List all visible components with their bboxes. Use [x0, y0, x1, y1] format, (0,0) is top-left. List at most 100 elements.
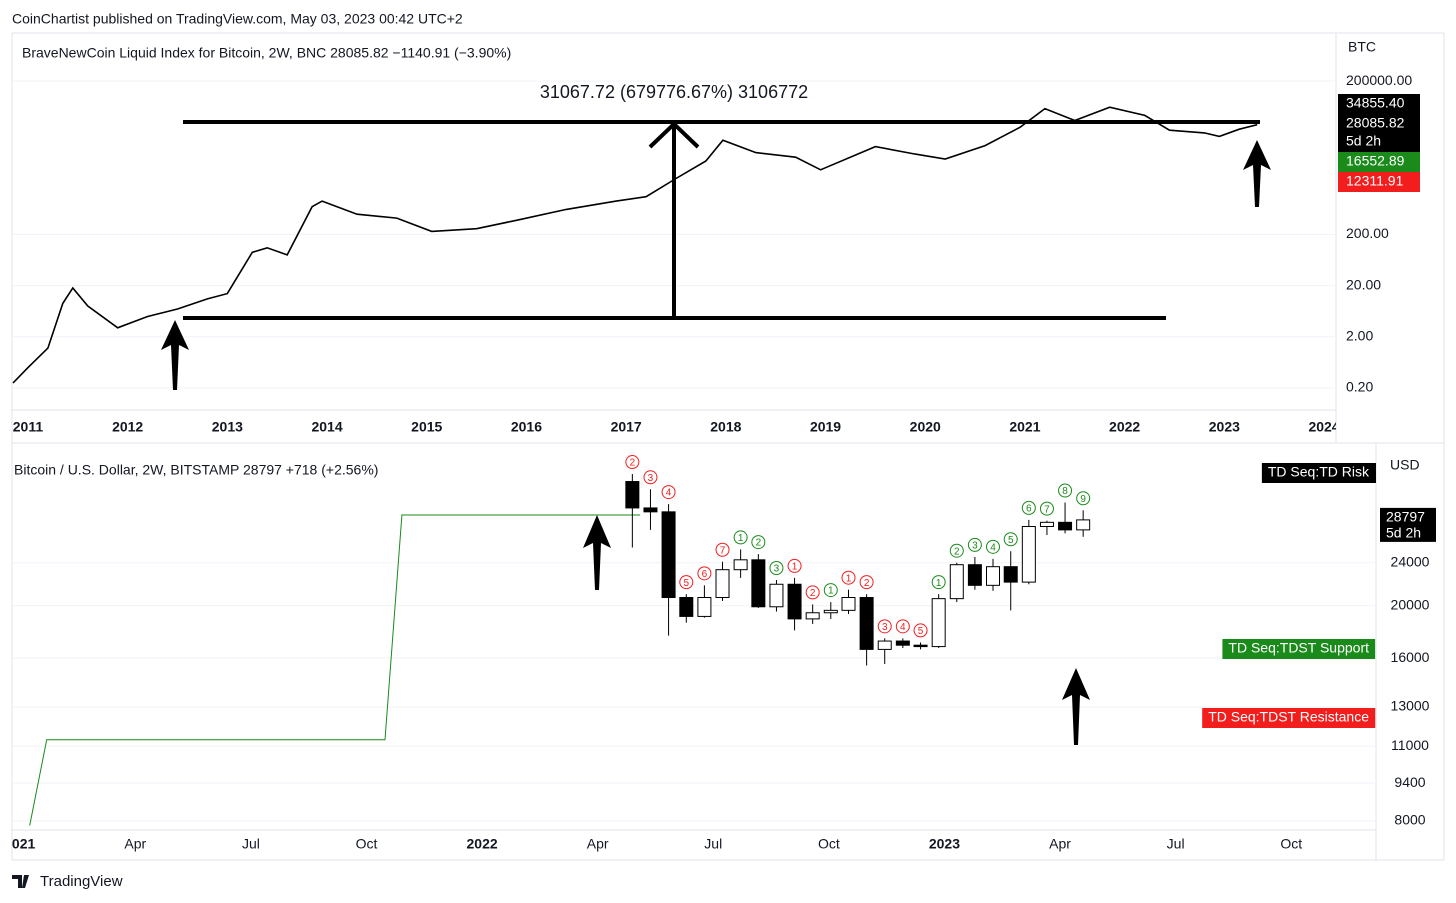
top-axis: 0.20 2.00 20.00 200.00 200000.00 2011 2012 2013… [13, 39, 1420, 435]
x-tick-label: 2023 [929, 836, 960, 852]
price-label: 28797 [1386, 509, 1425, 525]
td-count-circle [787, 558, 802, 573]
td-count-circle [913, 623, 928, 638]
x-tick-label: 2011 [13, 419, 44, 435]
x-tick-label: 2018 [710, 419, 741, 435]
x-tick-label: Oct [1280, 836, 1302, 852]
td-count: 1 [738, 533, 744, 544]
price-label: 16552.89 [1346, 153, 1405, 169]
y-tick-label: 24000 [1391, 553, 1430, 569]
brand-text: TradingView [40, 873, 123, 890]
td-count-circle [1039, 501, 1054, 516]
measure-tool [183, 120, 1260, 320]
x-tick-label: Oct [356, 836, 378, 852]
x-tick-label: Apr [1049, 836, 1071, 852]
y-tick-label: 8000 [1394, 812, 1425, 828]
candle-body [967, 564, 982, 586]
candle-body [679, 597, 694, 617]
indicator-label: TD Seq:TDST Support [1228, 640, 1369, 656]
x-tick-label: Apr [587, 836, 609, 852]
td-count: 2 [954, 546, 960, 557]
x-tick-label: Apr [124, 836, 146, 852]
td-count-circle [841, 570, 856, 585]
candle-body [751, 559, 766, 608]
td-count: 6 [1026, 504, 1032, 515]
td-count-circle [715, 542, 730, 557]
price-label-box [1380, 507, 1436, 542]
td-count: 1 [828, 586, 834, 597]
x-tick-label: Jul [242, 836, 260, 852]
x-tick-label: 2017 [611, 419, 642, 435]
x-tick-label: 2023 [1209, 419, 1240, 435]
td-count: 3 [882, 622, 888, 633]
candle-body [643, 507, 658, 513]
x-tick-label: 2022 [467, 836, 498, 852]
price-label: 34855.40 [1346, 95, 1405, 111]
x-tick-label: 2022 [1109, 419, 1140, 435]
x-tick-label: Oct [818, 836, 840, 852]
x-tick-label: 2019 [810, 419, 841, 435]
candle-body [986, 566, 1001, 586]
td-count: 4 [900, 622, 906, 633]
td-count-circle [859, 575, 874, 590]
price-label-box [1338, 114, 1420, 152]
td-count: 5 [918, 626, 924, 637]
candle-body [1039, 521, 1054, 527]
candle-body [877, 640, 892, 650]
td-count-circle [625, 455, 640, 470]
td-count-circle [1076, 491, 1091, 506]
td-count: 2 [810, 588, 816, 599]
candle-body [841, 597, 856, 611]
td-count-circle [949, 543, 964, 558]
td-count: 1 [846, 573, 852, 584]
td-count: 7 [1044, 504, 1050, 515]
candle-body [913, 644, 928, 648]
price-line [12, 106, 1258, 384]
y-tick-label: 0.20 [1346, 379, 1373, 395]
x-tick-label: 2015 [411, 419, 442, 435]
td-count-circle [1003, 532, 1018, 547]
bottom-pane: Bitcoin / U.S. Dollar, 2W, BITSTAMP 2879… [12, 455, 1376, 826]
candle-body [1058, 521, 1073, 531]
td-count: 3 [972, 541, 978, 552]
indicator-label: TD Seq:TDST Resistance [1208, 709, 1369, 725]
candle-body [823, 609, 838, 614]
td-count: 1 [936, 578, 942, 589]
x-tick-label: 2012 [112, 419, 143, 435]
td-count: 9 [1080, 494, 1086, 505]
td-count-circle [769, 561, 784, 576]
candle-body [859, 597, 874, 650]
indicator-label: TD Seq:TD Risk [1268, 464, 1370, 480]
x-tick-label: 2013 [212, 419, 243, 435]
td-count: 2 [630, 458, 636, 469]
td-count: 6 [702, 569, 708, 580]
y-tick-label: 16000 [1391, 649, 1430, 665]
td-count-circle [967, 537, 982, 552]
candle-body [715, 569, 730, 599]
candle-body [625, 481, 640, 509]
td-count-circle [895, 619, 910, 634]
candle-body [697, 597, 712, 617]
td-count-circle [697, 566, 712, 581]
td-count: 4 [666, 488, 672, 499]
td-count: 3 [774, 564, 780, 575]
price-label-sub: 5d 2h [1346, 133, 1381, 149]
brand: TradingView [12, 873, 123, 890]
td-count: 2 [864, 578, 870, 589]
candle-body [1021, 525, 1036, 583]
chart-title: Bitcoin / U.S. Dollar, 2W, BITSTAMP 2879… [14, 462, 378, 478]
y-tick-label: 20000 [1391, 596, 1430, 612]
candle-body [949, 564, 964, 600]
td-count-circle [986, 539, 1001, 554]
td-count: 7 [720, 545, 726, 556]
arrows [161, 140, 1271, 745]
y-axis-label: BTC [1348, 39, 1376, 55]
indicator-label-box [1202, 708, 1376, 728]
y-tick-label: 11000 [1391, 737, 1429, 753]
td-count: 5 [1008, 535, 1014, 546]
y-tick-label: 20.00 [1346, 276, 1381, 292]
x-ticks: 2021 Apr Jul Oct 2022 Apr Jul Oct 2023 Apr Jul Oct [12, 836, 1302, 852]
y-tick-label: 2.00 [1346, 327, 1373, 343]
x-tick-label: 2021 [1009, 419, 1040, 435]
